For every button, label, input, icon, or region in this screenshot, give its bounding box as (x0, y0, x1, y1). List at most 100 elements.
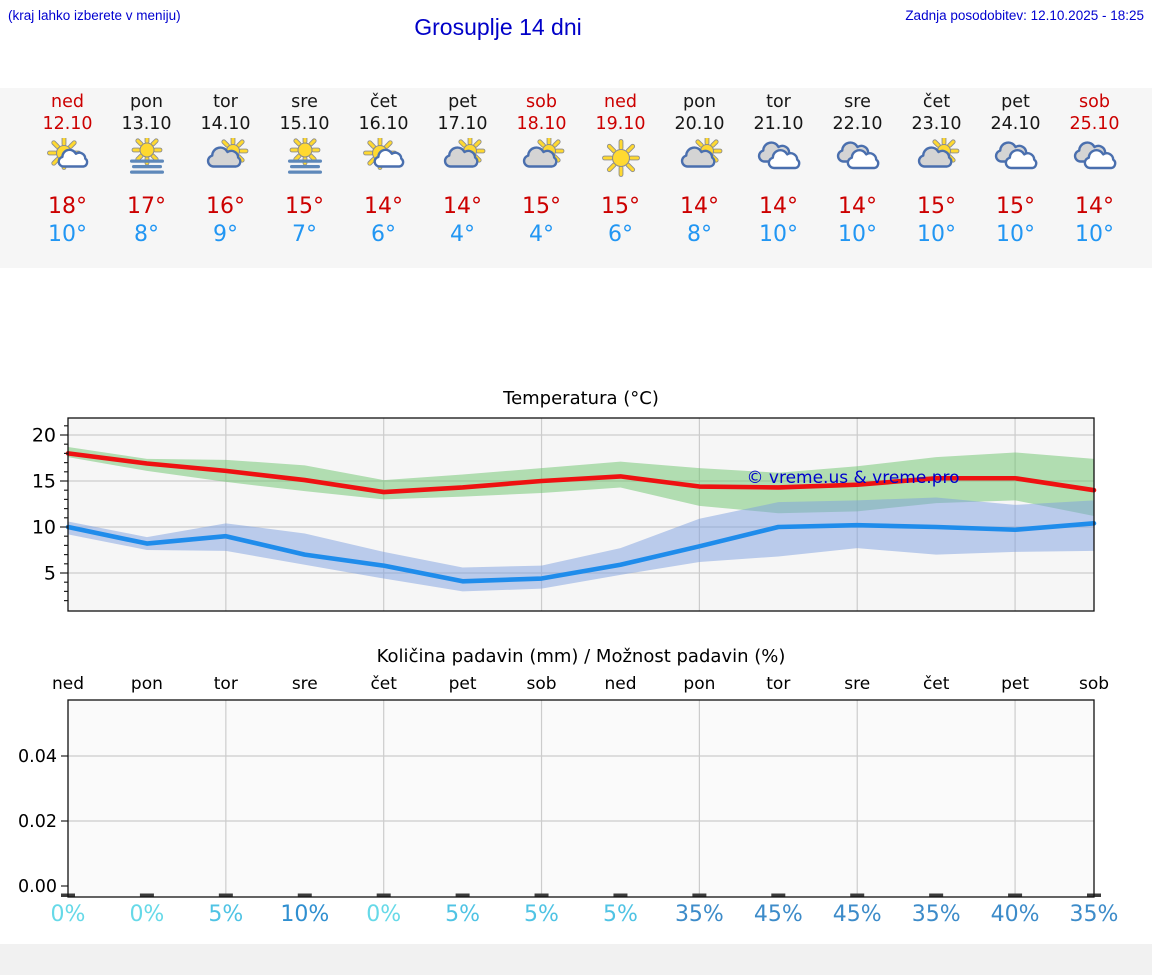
low-temp: 4° (529, 222, 554, 247)
precip-day-label: pet (448, 674, 477, 694)
day-name: sob (526, 92, 557, 112)
day-name: pon (130, 92, 163, 112)
precip-day-label: pon (683, 674, 716, 694)
y-tick-label: 15 (32, 471, 56, 493)
y-tick-label: 5 (44, 563, 56, 585)
cloud-sun-icon (502, 138, 581, 184)
low-temp: 8° (134, 222, 159, 247)
high-temp: 15° (522, 194, 561, 219)
cloudy-icon (976, 138, 1055, 184)
precip-probability: 5% (603, 902, 638, 927)
day-column[interactable]: pet 24.10 15° 10° (976, 91, 1055, 268)
high-temp: 14° (1075, 194, 1114, 219)
precip-day-label: pon (130, 674, 163, 694)
precip-probability: 5% (524, 902, 559, 927)
day-column[interactable]: sre 15.10 15° 7° (265, 91, 344, 268)
y-tick-label: 20 (32, 425, 56, 447)
high-temp: 14° (759, 194, 798, 219)
day-column[interactable]: pet 17.10 14° 4° (423, 91, 502, 268)
day-date: 21.10 (753, 114, 804, 134)
cloudy-icon (818, 138, 897, 184)
copyright-link[interactable]: © vreme.us & vreme.pro (746, 468, 960, 488)
low-temp: 7° (292, 222, 317, 247)
precip-probability: 5% (208, 902, 244, 927)
day-column[interactable]: tor 21.10 14° 10° (739, 91, 818, 268)
day-name: čet (369, 92, 398, 112)
high-temp: 16° (206, 194, 245, 219)
day-date: 18.10 (516, 114, 567, 134)
fog-sun-icon (265, 138, 344, 184)
day-name: tor (766, 92, 791, 112)
day-column[interactable]: ned 12.10 18° 10° (28, 91, 107, 268)
precip-probability: 0% (366, 902, 402, 927)
low-temp: 4° (450, 222, 475, 247)
temperature-chart: 5 10 15 20 (32, 417, 1097, 612)
precip-bar (376, 893, 391, 897)
day-name: sre (844, 92, 871, 112)
cloud-sun-icon (423, 138, 502, 184)
precip-probability: 10% (280, 902, 330, 927)
precip-probability: 35% (911, 902, 961, 927)
day-column[interactable]: pon 20.10 14° 8° (660, 91, 739, 268)
precip-bar (139, 893, 154, 897)
precip-probability: 35% (674, 902, 724, 927)
y-tick-label: 10 (32, 517, 56, 539)
low-temp: 10° (838, 222, 877, 247)
day-date: 19.10 (595, 114, 646, 134)
page-title: Grosuplje 14 dni (414, 14, 582, 40)
precip-probability: 0% (50, 902, 86, 927)
precip-day-label: sre (291, 674, 318, 694)
precip-day-label: ned (51, 674, 85, 694)
day-name: pon (683, 92, 716, 112)
low-temp: 9° (213, 222, 238, 247)
day-name: ned (604, 92, 637, 112)
temperature-chart-title: Temperatura (°C) (503, 388, 659, 409)
precip-probability: 5% (445, 902, 481, 927)
low-temp: 10° (996, 222, 1035, 247)
low-temp: 6° (608, 222, 633, 247)
precip-probability: 35% (1069, 902, 1119, 927)
low-temp: 6° (371, 222, 396, 247)
day-name: tor (213, 92, 238, 112)
precip-bar (850, 893, 865, 897)
day-date: 15.10 (279, 114, 330, 134)
day-column[interactable]: tor 14.10 16° 9° (186, 91, 265, 268)
precip-day-label: čet (370, 674, 397, 694)
day-name: pet (1001, 92, 1030, 112)
precip-day-label: tor (766, 674, 791, 694)
high-temp: 15° (601, 194, 640, 219)
sun-cloud-icon (344, 138, 423, 184)
day-column[interactable]: sob 25.10 14° 10° (1055, 91, 1134, 268)
precip-day-label: pet (1001, 674, 1030, 694)
precip-bar (929, 893, 944, 897)
precip-probability: 40% (990, 902, 1040, 927)
cloud-sun-icon (660, 138, 739, 184)
precip-day-label: tor (213, 674, 238, 694)
precip-bar (771, 893, 786, 897)
precip-bar (455, 893, 470, 897)
cloudy-icon (739, 138, 818, 184)
precip-bar (692, 893, 707, 897)
day-date: 16.10 (358, 114, 409, 134)
fog-sun-icon (107, 138, 186, 184)
day-name: sre (291, 92, 318, 112)
day-date: 23.10 (911, 114, 962, 134)
cloudy-icon (1055, 138, 1134, 184)
day-column[interactable]: ned 19.10 15° 6° (581, 91, 660, 268)
precip-bar (1008, 893, 1023, 897)
precipitation-chart-title: Količina padavin (mm) / Možnost padavin … (376, 646, 786, 667)
precip-day-label: ned (604, 674, 637, 694)
day-column[interactable]: čet 16.10 14° 6° (344, 91, 423, 268)
day-column[interactable]: pon 13.10 17° 8° (107, 91, 186, 268)
cloud-sun-icon (186, 138, 265, 184)
precip-probability-row: 0% 0% 5% 10% 0% 5% 5% 5% 35% 45% 45% 35% 40% 35% (0, 902, 1152, 928)
precipitation-chart: 0.00 0.02 0.04 (18, 699, 1101, 898)
day-column[interactable]: sob 18.10 15° 4° (502, 91, 581, 268)
precip-bar (297, 893, 312, 897)
precip-bar (534, 893, 549, 897)
day-column[interactable]: čet 23.10 15° 10° (897, 91, 976, 268)
precip-day-label: čet (922, 674, 950, 694)
day-date: 12.10 (42, 114, 93, 134)
high-temp: 18° (48, 194, 87, 219)
day-column[interactable]: sre 22.10 14° 10° (818, 91, 897, 268)
